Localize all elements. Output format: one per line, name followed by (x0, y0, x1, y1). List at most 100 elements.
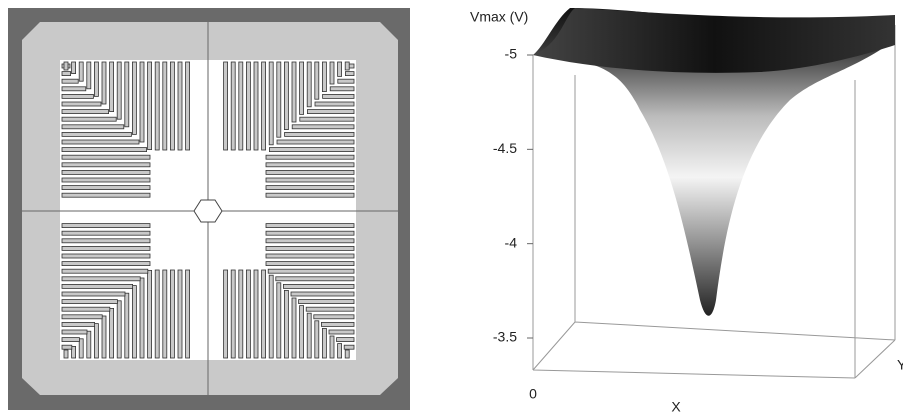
finger (291, 292, 354, 296)
finger (117, 62, 121, 119)
finger (285, 132, 354, 136)
finger (148, 62, 152, 150)
finger (262, 270, 266, 358)
finger (323, 94, 354, 98)
finger (62, 72, 71, 76)
finger (321, 322, 354, 326)
finger (62, 155, 150, 159)
finger (62, 300, 117, 304)
finger (300, 62, 304, 114)
finger (277, 140, 354, 144)
finger (79, 62, 83, 81)
finger (254, 62, 258, 150)
finger (345, 62, 349, 70)
finger (266, 170, 354, 174)
finger (266, 193, 354, 197)
finger (94, 62, 98, 96)
finger (62, 345, 72, 349)
finger (163, 270, 167, 358)
finger (62, 178, 150, 182)
finger (62, 102, 101, 106)
finger (94, 324, 98, 358)
finger (62, 148, 147, 152)
finger (322, 328, 326, 358)
z-tick-label: -3.5 (493, 329, 517, 345)
finger (117, 301, 121, 358)
finger (246, 270, 250, 358)
finger (268, 269, 354, 273)
finger (345, 350, 349, 358)
finger (231, 270, 235, 358)
finger (266, 186, 354, 190)
finger (62, 246, 150, 250)
finger (266, 163, 354, 167)
finger (110, 62, 114, 112)
finger (266, 155, 354, 159)
finger (283, 284, 354, 288)
finger (300, 306, 304, 358)
finger (266, 246, 354, 250)
finger (62, 262, 150, 266)
finger (266, 262, 354, 266)
finger (224, 270, 228, 358)
finger (102, 62, 106, 104)
finger (170, 270, 174, 358)
finger (186, 62, 190, 150)
finger (307, 313, 311, 358)
y-axis-label: Y (897, 357, 903, 373)
finger (62, 330, 87, 334)
finger (186, 270, 190, 358)
finger (62, 231, 150, 235)
finger (62, 338, 79, 342)
finger (62, 284, 133, 288)
finger (62, 307, 110, 311)
finger (224, 62, 228, 150)
finger (307, 110, 354, 114)
surface-plot: -5-4.5-4-3.5 Vmax (V) 0 X Y (470, 8, 903, 415)
finger (338, 79, 354, 83)
finger (239, 62, 243, 150)
finger (132, 286, 136, 358)
finger (329, 330, 354, 334)
finger (306, 307, 354, 311)
finger (64, 350, 68, 358)
finger (266, 224, 354, 228)
finger (307, 62, 311, 107)
finger (314, 315, 354, 319)
finger (62, 117, 116, 121)
finger (155, 270, 159, 358)
finger (62, 132, 131, 136)
finger (337, 338, 354, 342)
finger (269, 62, 273, 145)
finger (62, 193, 150, 197)
finger (140, 278, 144, 358)
finger (62, 125, 124, 129)
finger (330, 62, 334, 84)
finger (269, 148, 354, 152)
finger (163, 62, 167, 150)
z-tick-label: -4 (505, 234, 518, 250)
finger (62, 170, 150, 174)
finger (62, 292, 125, 296)
x-origin-label: 0 (529, 386, 537, 402)
finger (125, 62, 129, 127)
finger (72, 62, 76, 74)
finger (170, 62, 174, 150)
finger (292, 62, 296, 122)
finger (292, 298, 296, 358)
finger (62, 224, 150, 228)
finger (338, 62, 342, 76)
comb-diagram (8, 8, 410, 410)
finger (87, 331, 91, 358)
finger (178, 270, 182, 358)
finger (62, 94, 93, 98)
finger (269, 275, 273, 358)
finger (231, 62, 235, 150)
z-axis-label: Vmax (V) (470, 9, 528, 25)
finger (277, 62, 281, 137)
finger (62, 254, 150, 258)
finger (64, 62, 68, 70)
finger (266, 254, 354, 258)
finger (266, 178, 354, 182)
finger (239, 270, 243, 358)
